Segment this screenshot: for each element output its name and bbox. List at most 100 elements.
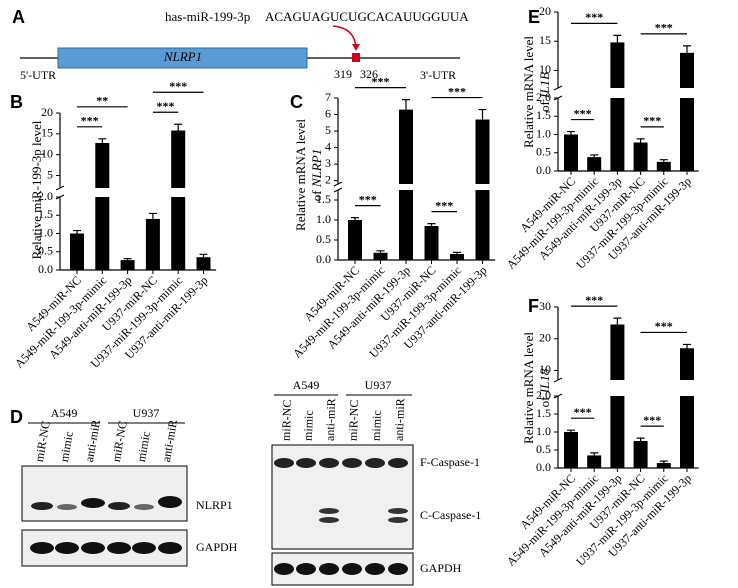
band	[365, 458, 385, 468]
error-bar	[453, 251, 461, 254]
significance-label: ***	[574, 106, 592, 120]
bar	[95, 143, 110, 270]
significance-label: ***	[435, 198, 453, 212]
bar	[120, 260, 135, 270]
y-axis-title: Relative mRNA level	[521, 332, 536, 444]
lane-label: miR-NC	[279, 399, 294, 441]
y-tick-label: 1.0	[536, 126, 551, 140]
band	[319, 508, 339, 514]
y-tick-label: 2	[325, 172, 331, 186]
band	[108, 502, 130, 510]
bar	[145, 218, 160, 270]
y-tick-label: 0.5	[536, 442, 551, 456]
error-bar	[98, 138, 107, 143]
band	[30, 542, 54, 554]
bar	[587, 157, 602, 171]
band	[388, 563, 408, 575]
band	[319, 563, 339, 575]
bar	[475, 119, 490, 260]
y-tick-label: 20	[41, 105, 53, 119]
y-tick-label: 10	[539, 62, 551, 76]
mirna-name: has-miR-199-3p	[165, 9, 250, 24]
band	[55, 542, 79, 554]
y-axis-title: of NLRP1	[309, 149, 324, 201]
gene-box	[57, 47, 308, 69]
y-tick-label: 30	[539, 299, 551, 313]
group-label: A549	[293, 378, 320, 392]
significance-label: ***	[81, 114, 99, 128]
axis-break	[553, 85, 563, 91]
bar	[633, 441, 648, 468]
gene-name: NLRP1	[163, 49, 202, 64]
error-bar	[478, 108, 487, 120]
significance-label: ***	[655, 319, 673, 333]
significance-label: ***	[574, 405, 592, 419]
band	[57, 504, 77, 510]
band	[319, 458, 339, 468]
error-bar	[199, 253, 208, 258]
significance-label: ***	[372, 74, 390, 88]
band-label: NLRP1	[196, 498, 233, 512]
band	[296, 563, 316, 575]
lane-label: anti-miR	[159, 419, 180, 463]
band	[388, 508, 408, 514]
y-tick-label: 0.0	[38, 262, 53, 276]
y-axis-title-text: Relative miR-199-3p level	[29, 120, 44, 259]
bar	[680, 52, 694, 171]
error-bar	[683, 343, 691, 349]
error-bar	[351, 217, 359, 220]
significance-label: ***	[643, 413, 661, 427]
y-tick-label: 6	[325, 106, 331, 120]
y-tick-label: 0.0	[316, 252, 331, 266]
blot-box	[21, 465, 188, 522]
panel-letter: F	[528, 296, 539, 316]
y-axis-title-text: of	[537, 396, 552, 408]
y-tick-label: 2.0	[38, 189, 53, 203]
y-tick-label: 7	[325, 90, 331, 104]
lane-label: miR-NC	[32, 420, 53, 463]
y-tick-label: 1.0	[536, 424, 551, 438]
y-axis-title: of IL1B	[537, 72, 552, 112]
axis-break	[553, 377, 563, 383]
y-tick-label: 5	[47, 167, 53, 181]
group-label: U937	[133, 406, 160, 420]
significance-label: ***	[585, 10, 603, 24]
bar	[70, 233, 84, 270]
y-tick-label: 15	[41, 126, 53, 140]
band	[388, 517, 408, 523]
lane-label: miR-NC	[346, 399, 361, 441]
arrow-head	[352, 44, 360, 51]
error-bar	[613, 317, 622, 325]
bar	[564, 134, 578, 171]
lane-label: mimic	[369, 410, 384, 441]
band	[296, 458, 316, 468]
y-tick-label: 15	[539, 33, 551, 47]
error-bar	[636, 138, 645, 143]
error-bar	[73, 229, 81, 234]
y-axis-title-gene: IL18	[537, 368, 552, 394]
y-tick-label: 10	[41, 146, 53, 160]
utr5: 5'-UTR	[20, 68, 56, 82]
band	[31, 502, 53, 510]
site-end: 326	[360, 67, 378, 81]
y-axis-title: Relative mRNA level	[293, 119, 308, 231]
bar	[656, 161, 671, 171]
significance-label: ***	[169, 79, 187, 93]
significance-label: ***	[655, 21, 673, 35]
y-tick-label: 1.5	[536, 108, 551, 122]
lane-label: mimic	[57, 430, 76, 463]
y-axis-title-text: Relative mRNA level	[521, 36, 536, 148]
binding-site	[352, 53, 360, 62]
band	[81, 542, 105, 554]
bar	[450, 254, 464, 260]
bar	[196, 257, 211, 270]
y-tick-label: 0.0	[536, 460, 551, 474]
panel-letter: C	[290, 92, 303, 112]
panel-letter: B	[10, 92, 23, 112]
lane-label: anti-miR	[392, 398, 407, 441]
error-bar	[613, 34, 622, 43]
y-tick-label: 0.0	[536, 163, 551, 177]
y-tick-label: 1.5	[316, 192, 331, 206]
y-tick-label: 1.5	[38, 207, 53, 221]
band	[388, 458, 408, 468]
